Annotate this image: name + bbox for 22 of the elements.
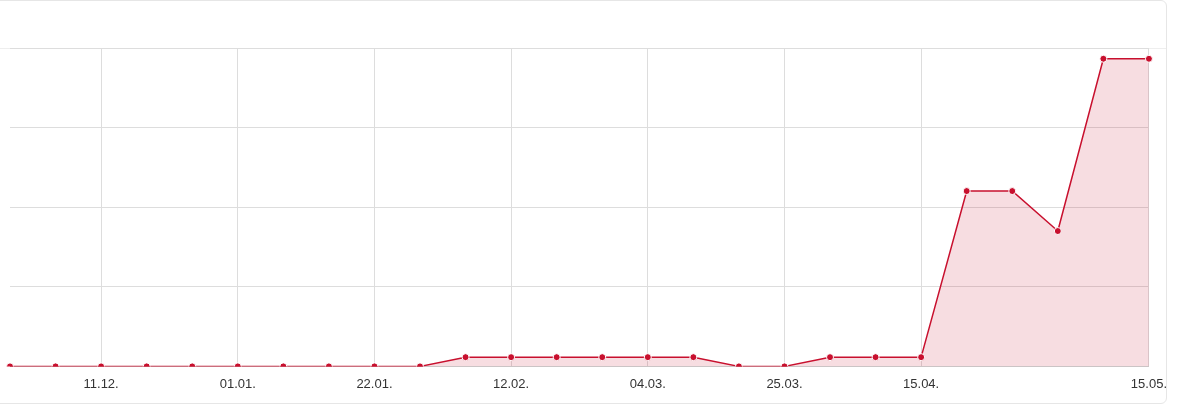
point: [507, 353, 516, 362]
x-tick-label: 12.02.: [493, 375, 530, 391]
point: [962, 187, 971, 196]
x-tick-label: 04.03.: [629, 375, 666, 391]
x-tick-label: 11.12.: [83, 375, 119, 391]
point: [1008, 187, 1017, 196]
point: [826, 353, 835, 362]
x-tick-label: 01.01.: [219, 375, 256, 391]
x-tick-label: 25.03.: [766, 375, 803, 391]
point: [871, 353, 880, 362]
point: [1099, 54, 1108, 63]
x-tick-label: 15.04.: [903, 375, 940, 391]
point: [689, 353, 698, 362]
point: [552, 353, 561, 362]
x-tick-label: 22.01.: [356, 375, 393, 391]
point: [917, 353, 926, 362]
point: [1144, 54, 1153, 63]
point: [461, 353, 470, 362]
point: [1053, 227, 1062, 236]
point: [598, 353, 607, 362]
point: [643, 353, 652, 362]
x-tick-label: 15.05.: [1130, 375, 1168, 391]
